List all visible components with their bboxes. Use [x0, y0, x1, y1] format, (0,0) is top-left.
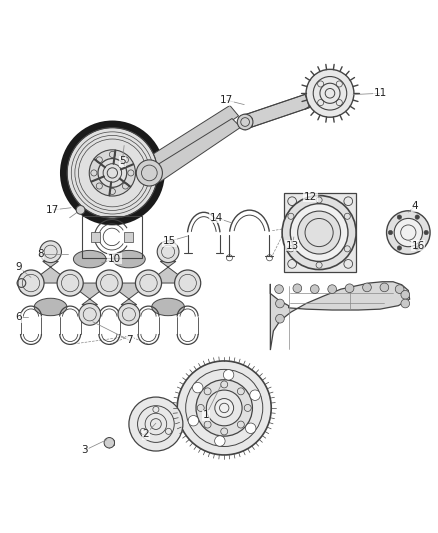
Circle shape	[415, 215, 420, 219]
Circle shape	[177, 361, 271, 455]
Text: 9: 9	[15, 262, 22, 272]
Circle shape	[415, 246, 420, 250]
Circle shape	[223, 370, 234, 380]
Ellipse shape	[74, 251, 106, 268]
Circle shape	[129, 397, 183, 451]
Circle shape	[215, 399, 233, 417]
Text: 8: 8	[37, 249, 44, 260]
Circle shape	[250, 390, 260, 400]
Ellipse shape	[113, 251, 145, 268]
Text: 17: 17	[220, 95, 233, 105]
Circle shape	[276, 299, 284, 308]
Ellipse shape	[152, 298, 184, 316]
Bar	[284, 193, 356, 272]
Bar	[91, 232, 100, 242]
Ellipse shape	[34, 298, 67, 316]
Circle shape	[103, 164, 122, 182]
Circle shape	[387, 211, 430, 254]
Text: 15: 15	[163, 236, 176, 246]
Text: 6: 6	[15, 312, 22, 322]
Polygon shape	[243, 94, 310, 128]
Polygon shape	[80, 283, 100, 305]
Circle shape	[276, 314, 284, 323]
Circle shape	[18, 270, 44, 296]
Circle shape	[311, 285, 319, 294]
Text: 5: 5	[119, 156, 126, 166]
Circle shape	[206, 390, 242, 426]
Circle shape	[401, 290, 410, 299]
Circle shape	[175, 270, 201, 296]
Text: 4: 4	[412, 201, 418, 212]
Circle shape	[193, 382, 203, 393]
Text: 13: 13	[286, 240, 299, 251]
Circle shape	[290, 204, 348, 261]
Circle shape	[394, 219, 423, 247]
Circle shape	[135, 270, 162, 296]
Bar	[124, 232, 133, 242]
Circle shape	[237, 114, 253, 130]
Text: 7: 7	[127, 335, 133, 345]
Circle shape	[328, 285, 336, 294]
Circle shape	[363, 283, 371, 292]
Circle shape	[157, 241, 179, 263]
Polygon shape	[158, 261, 178, 283]
Circle shape	[245, 423, 256, 433]
Circle shape	[380, 283, 389, 292]
Circle shape	[275, 285, 283, 294]
Text: 12: 12	[304, 192, 317, 202]
Circle shape	[57, 270, 83, 296]
Circle shape	[89, 150, 135, 196]
Circle shape	[215, 436, 225, 446]
Circle shape	[96, 270, 122, 296]
Circle shape	[196, 379, 252, 436]
Circle shape	[293, 284, 302, 293]
Circle shape	[67, 128, 158, 218]
Circle shape	[79, 303, 101, 325]
Bar	[82, 216, 142, 258]
Text: 1: 1	[203, 410, 209, 421]
Polygon shape	[270, 282, 410, 350]
Circle shape	[395, 285, 404, 294]
Text: 14: 14	[210, 213, 223, 223]
Circle shape	[76, 206, 85, 214]
Text: 2: 2	[143, 429, 149, 439]
Circle shape	[401, 299, 410, 308]
Circle shape	[389, 230, 392, 235]
Text: 16: 16	[412, 240, 425, 251]
Text: 3: 3	[81, 445, 88, 455]
Circle shape	[320, 83, 340, 103]
Circle shape	[397, 215, 402, 219]
Circle shape	[136, 160, 162, 186]
Text: 17: 17	[46, 205, 60, 215]
Circle shape	[40, 241, 61, 263]
Polygon shape	[41, 261, 60, 283]
Circle shape	[424, 230, 428, 235]
Circle shape	[298, 211, 341, 254]
Circle shape	[118, 303, 140, 325]
Circle shape	[98, 158, 127, 187]
Polygon shape	[138, 106, 239, 170]
Circle shape	[313, 77, 347, 110]
Text: 10: 10	[108, 254, 121, 264]
Circle shape	[104, 438, 115, 448]
Polygon shape	[119, 283, 139, 305]
Polygon shape	[138, 118, 241, 182]
Circle shape	[306, 69, 354, 117]
Circle shape	[188, 416, 198, 426]
Circle shape	[345, 284, 354, 293]
Text: 11: 11	[374, 88, 387, 98]
Circle shape	[61, 122, 164, 224]
Circle shape	[282, 196, 356, 270]
Circle shape	[397, 246, 402, 250]
